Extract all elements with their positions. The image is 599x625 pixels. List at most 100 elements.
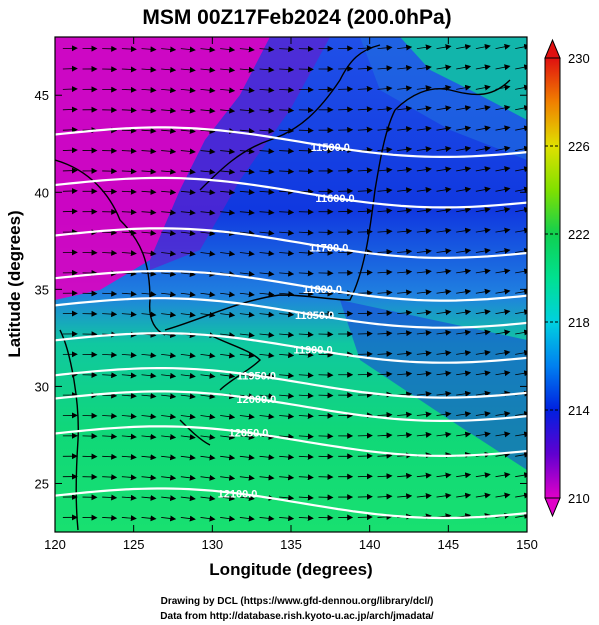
wind-vector [121,250,137,257]
wind-vector [279,188,295,195]
wind-vector [397,248,413,255]
contour-line [55,367,527,399]
wind-vector [200,148,216,155]
wind-vector [200,434,216,441]
wind-vector [259,515,275,522]
wind-vector [161,46,177,53]
wind-vector [259,270,275,277]
coastline-taiwan-china [59,329,79,531]
wind-vector [200,291,216,298]
wind-vector [141,393,157,400]
wind-vector [102,413,118,419]
wind-vector [397,228,413,235]
wind-vector [298,372,314,379]
wind-vector [102,249,118,256]
wind-vector [495,64,511,71]
wind-vector [397,126,413,133]
wind-vector [456,411,472,418]
wind-vector [416,268,432,275]
wind-vector [161,393,177,400]
wind-vector [200,515,216,522]
wind-vector [298,433,314,440]
wind-vector [456,329,472,336]
wind-vector [279,250,295,257]
wind-vector [200,168,216,175]
wind-vector [200,311,216,318]
wind-vector [436,411,452,418]
wind-vector [161,372,177,379]
wind-vector [220,209,236,216]
x-tick-label: 145 [437,537,459,552]
wind-vector [397,269,413,276]
contour-line [55,227,527,259]
wind-vector [416,411,432,418]
y-axis-ticks: 25 30 35 40 45 [35,88,527,491]
wind-vector [377,85,393,92]
wind-vector [495,247,511,254]
wind-vector [220,250,236,257]
wind-vector [121,46,137,53]
coastlines [55,44,511,531]
y-tick-label: 30 [35,379,49,394]
wind-vector [416,187,432,193]
wind-vector [102,392,118,399]
wind-vector [377,452,393,459]
wind-vector [397,472,413,479]
wind-vector [161,230,177,237]
wind-vector [161,127,177,134]
wind-vector [475,309,491,316]
wind-vector [357,208,373,215]
wind-vector [161,168,177,175]
wind-vector [180,495,196,502]
wind-vector [200,46,216,53]
coastline-hokkaido [394,79,511,111]
wind-vector [239,393,255,400]
wind-vector [259,107,275,114]
wind-vector [102,474,118,481]
wind-vector [377,411,393,418]
wind-vector [180,271,196,277]
wind-vector [397,207,413,214]
wind-vector [102,433,118,440]
wind-vector [180,250,196,257]
wind-vector [279,86,295,93]
wind-vector [180,474,196,481]
wind-vector [239,270,255,277]
wind-vector [495,166,511,173]
wind-vector [436,146,452,152]
wind-vector [259,87,275,94]
wind-vector [416,472,432,479]
wind-vector [200,230,216,237]
wind-vector [397,146,413,153]
wind-vector [121,168,137,175]
wind-vector [495,186,511,193]
wind-vector [180,107,196,114]
wind-vector [416,125,432,132]
wind-vector [220,189,236,196]
wind-vector [141,107,157,114]
wind-vector [377,269,393,276]
wind-vector [456,309,472,316]
wind-vector [436,248,452,255]
wind-vector [180,209,196,216]
contour-label: 11850.0 [295,310,334,322]
wind-vector [279,168,295,175]
wind-vector [141,66,157,73]
wind-vector [456,248,472,255]
wind-vector [357,65,373,72]
wind-vector [259,66,275,73]
colorbar-upper-extension [544,38,561,59]
wind-vector [279,515,295,522]
wind-vector [475,411,491,417]
wind-vector [456,207,472,213]
wind-vector [62,167,78,174]
wind-vector [239,332,255,339]
wind-vector [436,186,452,193]
wind-vector [475,186,491,193]
wind-vector [298,494,314,501]
contour-line [55,176,527,209]
wind-vector [456,350,472,356]
wind-vector [220,434,236,441]
wind-vector [397,166,413,173]
